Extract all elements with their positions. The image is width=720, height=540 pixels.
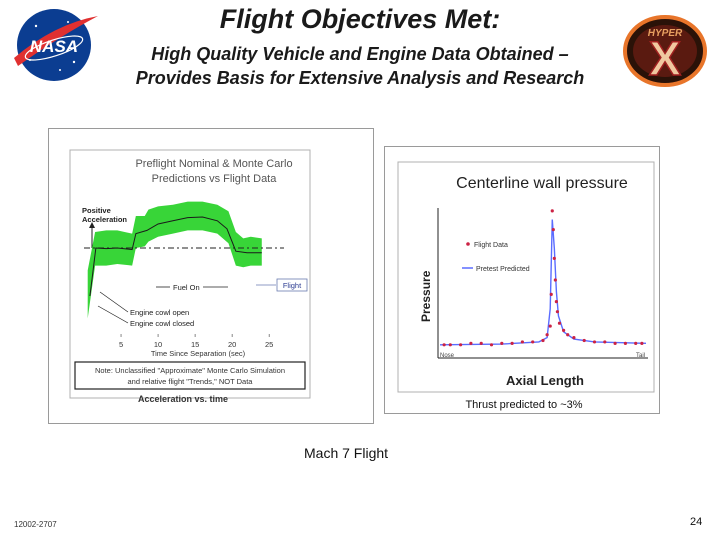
flight-data-point: [592, 340, 597, 344]
accel-tick-label: 10: [154, 340, 162, 349]
flight-data-point: [459, 343, 463, 347]
hyperx-logo: X HYPER: [623, 15, 707, 87]
flight-data-point: [554, 300, 558, 304]
subtitle-line-1: High Quality Vehicle and Engine Data Obt…: [151, 44, 569, 64]
accel-chart-title-1: Preflight Nominal & Monte Carlo: [135, 158, 292, 170]
legend-flight-data: Flight Data: [474, 242, 508, 249]
flight-data-point: [550, 209, 554, 213]
cowl-closed-label: Engine cowl closed: [130, 319, 194, 328]
flight-data-point: [469, 341, 473, 345]
accel-chart-title-2: Predictions vs Flight Data: [152, 173, 278, 185]
hyperx-text: HYPER: [648, 28, 683, 39]
accel-x-label: Time Since Separation (sec): [151, 349, 246, 358]
pressure-chart-title: Centerline wall pressure: [456, 175, 628, 192]
monte-carlo-band: [87, 201, 262, 319]
hyperx-x-letter: X: [649, 33, 681, 86]
page-number: 24: [690, 516, 703, 528]
flight-data-point: [572, 336, 576, 340]
note-box: [74, 361, 306, 390]
accel-caption: Acceleration vs. time: [138, 394, 228, 404]
nasa-logo: NASA: [14, 9, 98, 81]
flight-data-point: [479, 341, 483, 345]
positive-accel-label-2: Acceleration: [82, 215, 127, 224]
nose-label: Nose: [440, 353, 455, 359]
page-title: Flight Objectives Met:: [219, 4, 501, 34]
legend-pretest-predicted: Pretest Predicted: [476, 266, 530, 273]
pressure-y-label: Pressure: [419, 270, 433, 322]
fuel-on-label: Fuel On: [173, 283, 200, 292]
flight-data-point: [548, 324, 552, 328]
accel-x-ticks: 5 10 15 20 25: [119, 334, 273, 349]
flight-data-point: [500, 341, 504, 345]
nasa-logo-text: NASA: [30, 37, 78, 56]
flight-data-point: [531, 340, 535, 344]
mach-label: Mach 7 Flight: [304, 445, 389, 461]
nominal-prediction-line: [89, 216, 262, 297]
subtitle-line-2: Provides Basis for Extensive Analysis an…: [135, 68, 585, 88]
flight-data-point: [489, 343, 494, 347]
flight-data-point: [541, 338, 545, 343]
cowl-open-label: Engine cowl open: [130, 308, 189, 317]
flight-label-box: [276, 278, 308, 292]
flight-data-point: [582, 338, 586, 343]
pressure-panel: [384, 146, 660, 414]
thrust-caption: Thrust predicted to ~3%: [465, 399, 582, 411]
positive-accel-label-1: Positive: [82, 206, 111, 215]
tail-label: Tail: [636, 353, 645, 359]
flight-data-point: [552, 256, 556, 260]
flight-data-point: [634, 341, 638, 345]
flight-data-point: [613, 341, 617, 345]
note-line-2: and relative flight "Trends," NOT Data: [128, 377, 254, 386]
flight-data-point: [557, 321, 562, 325]
flight-data-point: [603, 340, 607, 344]
flight-data-point: [549, 292, 553, 296]
accel-tick-label: 15: [191, 340, 199, 349]
pressure-chart: Centerline wall pressure Pressure Flight…: [397, 161, 655, 411]
flight-data-point: [551, 228, 555, 232]
flight-data-point: [553, 278, 557, 282]
flight-data-point: [623, 341, 627, 345]
accel-tick-label: 20: [228, 340, 236, 349]
flight-data-point: [510, 341, 514, 345]
nasa-red-chevron: [14, 16, 98, 66]
pressure-x-label: Axial Length: [506, 373, 584, 388]
flight-data-point: [555, 310, 560, 314]
accel-tick-label: 5: [119, 340, 123, 349]
flight-data-point: [545, 333, 549, 337]
flight-label: Flight: [283, 281, 302, 290]
footer-id: 12002-2707: [14, 520, 57, 529]
accel-tick-label: 25: [265, 340, 273, 349]
flight-data-point: [562, 328, 566, 332]
flight-data-point: [442, 343, 446, 347]
acceleration-chart: Preflight Nominal & Monte Carlo Predicti…: [69, 149, 311, 404]
note-line-1: Note: Unclassified "Approximate" Monte C…: [95, 366, 285, 375]
legend-flight-marker: [466, 242, 470, 246]
pressure-plot-area: [439, 209, 647, 347]
flight-data-point: [566, 333, 570, 337]
page-subtitle: High Quality Vehicle and Engine Data Obt…: [100, 42, 620, 90]
flight-data-point: [448, 343, 452, 347]
accel-plot-area: [84, 201, 284, 319]
pretest-predicted-line: [439, 219, 647, 346]
flight-data-point: [520, 340, 524, 344]
flight-data-point: [640, 341, 644, 345]
